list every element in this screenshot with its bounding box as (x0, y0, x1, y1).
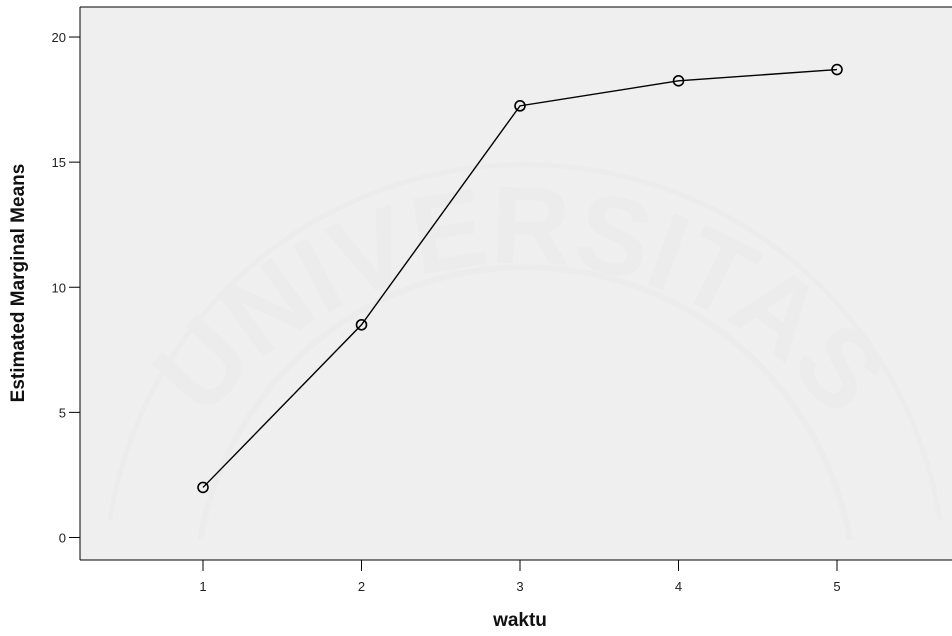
x-axis-ticks: 1 2 3 4 5 (199, 560, 841, 594)
y-tick-label: 0 (59, 530, 66, 545)
data-point (672, 75, 685, 87)
data-point (831, 63, 843, 76)
data-point (355, 318, 368, 331)
x-tick-label: 4 (675, 579, 682, 594)
y-tick-label: 5 (59, 405, 66, 420)
y-axis-ticks: 0 5 10 15 20 (52, 30, 80, 545)
x-tick-label: 2 (358, 579, 365, 594)
x-tick-label: 3 (516, 579, 523, 594)
data-point (514, 100, 526, 112)
data-series (197, 63, 843, 494)
y-tick-label: 10 (52, 280, 66, 295)
y-tick-label: 15 (52, 155, 66, 170)
axes (79, 6, 952, 561)
x-axis-title: waktu (492, 610, 547, 631)
y-tick-label: 20 (52, 30, 66, 45)
watermark-outer-arc (107, 162, 943, 521)
plot-background (80, 7, 952, 560)
series-line (202, 68, 838, 488)
data-point (197, 481, 209, 494)
x-tick-label: 1 (199, 579, 206, 594)
x-tick-label: 5 (833, 579, 840, 594)
watermark-inner-arc (197, 264, 853, 541)
y-axis-title: Estimated Marginal Means (8, 164, 29, 403)
